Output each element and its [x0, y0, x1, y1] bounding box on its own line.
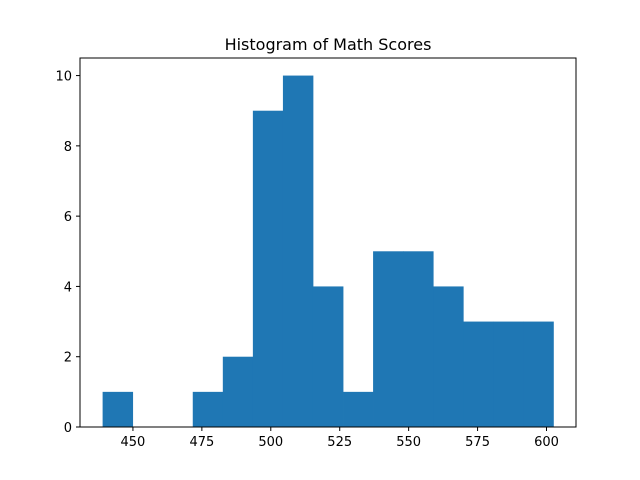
x-tick-label: 575 [465, 435, 490, 450]
histogram-bar [282, 75, 314, 427]
histogram-bar [463, 321, 494, 427]
histogram-bar [403, 251, 434, 427]
histogram-bar [493, 321, 524, 427]
y-tick-label: 4 [64, 280, 72, 295]
chart-title: Histogram of Math Scores [225, 35, 432, 54]
y-tick-label: 2 [64, 351, 72, 366]
histogram-bar [373, 251, 404, 427]
x-tick-label: 525 [327, 435, 352, 450]
histogram-bars [102, 75, 554, 428]
histogram-bar [433, 286, 464, 427]
histogram-bar [343, 391, 374, 427]
y-tick-label: 8 [64, 140, 72, 155]
x-tick-label: 500 [258, 435, 283, 450]
x-tick-label: 600 [534, 435, 559, 450]
x-tick-label: 550 [396, 435, 421, 450]
histogram-bar [222, 356, 254, 427]
histogram-bar [523, 321, 554, 427]
histogram-bar [102, 391, 134, 427]
histogram-bar [192, 391, 224, 427]
y-tick-label: 6 [64, 210, 72, 225]
x-tick-label: 475 [189, 435, 214, 450]
y-tick-label: 10 [55, 70, 72, 85]
x-tick-label: 450 [121, 435, 146, 450]
histogram-bar [252, 110, 284, 428]
axes: 450 475 500 525 550 575 600 0 2 4 6 8 10 [55, 57, 577, 450]
histogram-bar [312, 286, 344, 427]
plot-frame [79, 57, 577, 428]
y-tick-label: 0 [64, 421, 72, 436]
